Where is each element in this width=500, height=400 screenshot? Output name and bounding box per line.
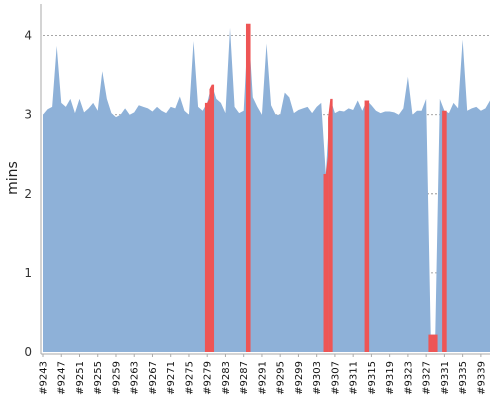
x-tick-label-9323: #9323 <box>403 361 414 395</box>
x-tick-label-9287: #9287 <box>239 361 250 395</box>
x-tick-labels: #9243 #9247 #9251 #9255 #9259 #9263 #9267 #9271… <box>39 354 487 395</box>
x-tick-label-9283: #9283 <box>221 361 232 395</box>
x-tick-label-9299: #9299 <box>294 361 305 395</box>
x-tick-label-9331: #9331 <box>440 361 451 395</box>
x-tick-label-9243: #9243 <box>39 361 50 395</box>
highlight-bar-9280 <box>209 84 215 353</box>
x-tick-label-9275: #9275 <box>184 361 195 395</box>
x-tick-label-9279: #9279 <box>203 361 214 395</box>
highlight-bar-9328 <box>428 334 433 352</box>
x-tick-label-9339: #9339 <box>476 361 487 395</box>
highlight-bar-9331 <box>442 110 447 353</box>
highlight-bar-9329 <box>432 334 438 352</box>
x-tick-label-9271: #9271 <box>166 361 177 395</box>
x-tick-label-9259: #9259 <box>111 361 122 395</box>
x-tick-label-9255: #9255 <box>93 361 104 395</box>
x-tick-label-9315: #9315 <box>367 361 378 395</box>
y-tick-label-3: 3 <box>24 108 32 122</box>
x-tick-label-9327: #9327 <box>422 361 433 395</box>
y-axis-label: mins <box>5 161 21 195</box>
highlight-bar-9314 <box>364 100 370 353</box>
highlight-bar-9288 <box>245 23 251 353</box>
x-tick-label-9307: #9307 <box>330 361 341 395</box>
y-tick-label-2: 2 <box>24 187 32 201</box>
y-tick-label-0: 0 <box>24 345 32 359</box>
highlight-bar-9306 <box>328 98 333 352</box>
highlight-bar-9305 <box>323 155 329 352</box>
highlight-bar-9279 <box>204 98 210 352</box>
x-tick-label-9251: #9251 <box>75 361 86 395</box>
x-tick-label-9311: #9311 <box>349 361 360 395</box>
y-tick-label-1: 1 <box>24 266 32 280</box>
area-fill <box>43 23 490 353</box>
x-tick-label-9263: #9263 <box>130 361 141 395</box>
x-tick-label-9291: #9291 <box>257 361 268 395</box>
x-tick-label-9247: #9247 <box>57 361 68 395</box>
y-tick-labels: 0 1 2 3 4 <box>24 29 32 359</box>
x-tick-label-9267: #9267 <box>148 361 159 395</box>
y-tick-label-4: 4 <box>24 29 32 43</box>
x-tick-label-9295: #9295 <box>276 361 287 395</box>
x-tick-label-9319: #9319 <box>385 361 396 395</box>
x-tick-label-9335: #9335 <box>458 361 469 395</box>
x-tick-label-9303: #9303 <box>312 361 323 395</box>
area-series <box>43 23 490 353</box>
